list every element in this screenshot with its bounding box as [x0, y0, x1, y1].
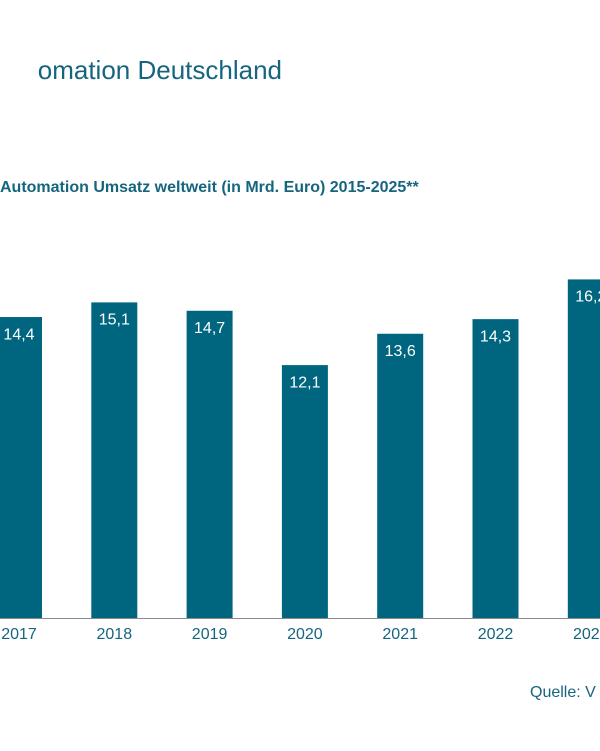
x-tick-label: 2021: [382, 626, 418, 643]
bar: [91, 302, 138, 618]
value-label: 12,1: [289, 374, 320, 391]
value-label: 13,6: [385, 343, 416, 360]
value-label: 15,1: [99, 312, 130, 329]
chart-title: omation Deutschland: [38, 55, 282, 85]
value-label: 14,7: [194, 320, 225, 337]
x-tick-label: 2022: [478, 626, 514, 643]
source: Quelle: V: [530, 684, 596, 701]
value-label: 16,2: [575, 289, 600, 306]
bar: [281, 365, 328, 618]
x-tick-label: 2019: [192, 626, 228, 643]
x-tick-label: 2017: [1, 626, 37, 643]
bar: [0, 317, 42, 618]
bar: [186, 310, 233, 618]
value-label: 14,4: [3, 326, 34, 343]
chart-subtitle: Automation Umsatz weltweit (in Mrd. Euro…: [0, 179, 420, 196]
x-tick-label: 2023: [573, 626, 600, 643]
x-tick-label: 2018: [97, 626, 133, 643]
bar: [567, 279, 600, 618]
x-tick-label: 2020: [287, 626, 323, 643]
bar: [377, 333, 424, 618]
bar: [472, 319, 519, 618]
value-label: 14,3: [480, 328, 511, 345]
